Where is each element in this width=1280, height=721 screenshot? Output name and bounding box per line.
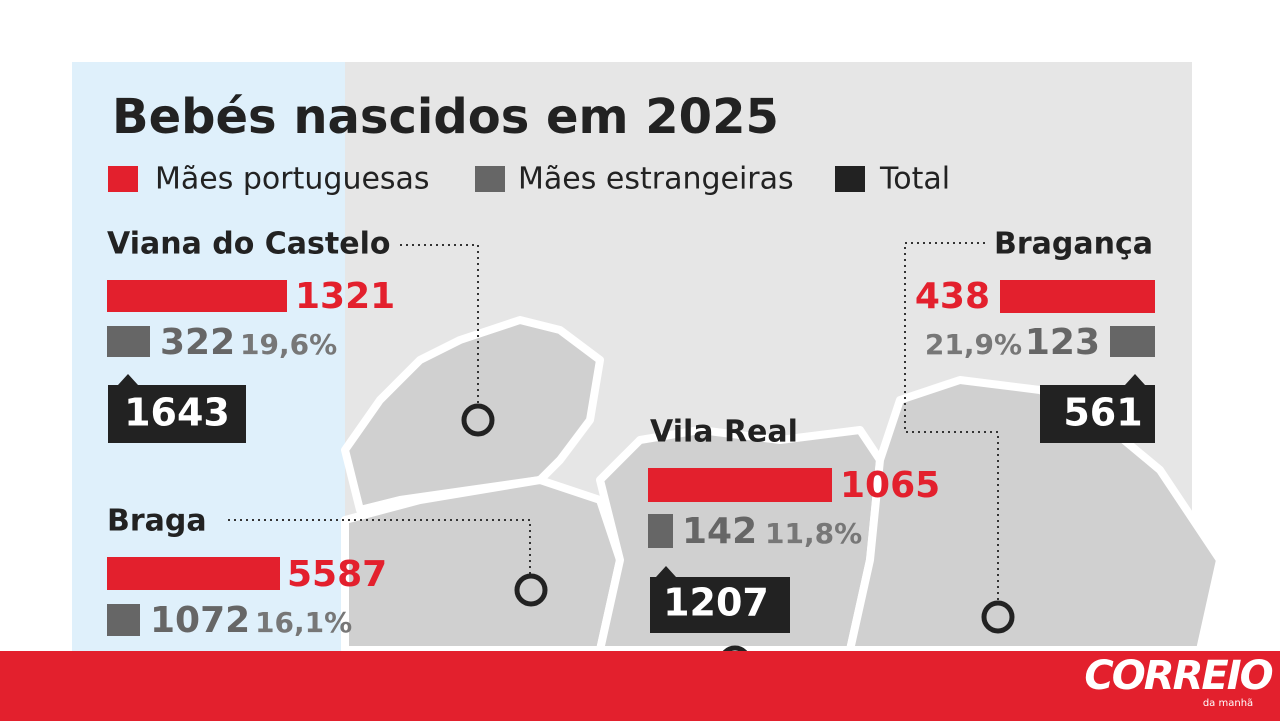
- foreign-share: 16,1%: [255, 606, 352, 639]
- region-name: Viana do Castelo: [107, 227, 391, 262]
- portuguese-count: 1321: [295, 276, 395, 317]
- total-box: [108, 374, 246, 443]
- legend-swatch: [108, 166, 138, 192]
- portuguese-count: 1065: [840, 465, 940, 506]
- brand-logo[interactable]: CORREIO: [1084, 653, 1274, 699]
- portuguese-count: 5587: [287, 554, 387, 595]
- foreign-share: 19,6%: [240, 328, 337, 361]
- location-marker: [514, 573, 548, 607]
- region-name: Bragança: [994, 227, 1153, 262]
- location-marker: [981, 600, 1015, 634]
- title: Bebés nascidos em 2025: [112, 89, 779, 145]
- legend-label: Total: [879, 162, 950, 197]
- foreign-count: 123: [1025, 322, 1100, 363]
- foreign-share: 11,8%: [765, 517, 862, 550]
- portuguese-count: 438: [915, 276, 990, 317]
- bar: [107, 280, 287, 312]
- foreign-share: 21,9%: [925, 328, 1022, 361]
- location-marker: [461, 403, 495, 437]
- legend-swatch: [475, 166, 505, 192]
- bar: [107, 326, 150, 357]
- bar: [1110, 326, 1155, 357]
- brand-subtitle: da manhã: [1203, 698, 1253, 709]
- legend-swatch: [835, 166, 865, 192]
- legend-label: Mães estrangeiras: [518, 162, 794, 197]
- footer-bar: [0, 651, 1280, 721]
- foreign-count: 322: [160, 322, 235, 363]
- bar: [1000, 280, 1155, 313]
- bar: [107, 557, 280, 590]
- total: 1643: [124, 391, 230, 435]
- bar: [648, 514, 673, 548]
- foreign-count: 142: [682, 511, 757, 552]
- bar: [107, 604, 140, 636]
- leader-line: [400, 244, 479, 405]
- bar: [648, 468, 832, 502]
- region-name: Vila Real: [650, 415, 798, 450]
- legend-label: Mães portuguesas: [155, 162, 430, 197]
- total: 561: [1063, 391, 1142, 435]
- leader-line: [228, 519, 531, 575]
- total-box: [650, 566, 790, 633]
- total: 1207: [663, 581, 769, 625]
- region-name: Braga: [107, 504, 207, 539]
- foreign-count: 1072: [150, 600, 250, 641]
- total-box: [1040, 374, 1155, 443]
